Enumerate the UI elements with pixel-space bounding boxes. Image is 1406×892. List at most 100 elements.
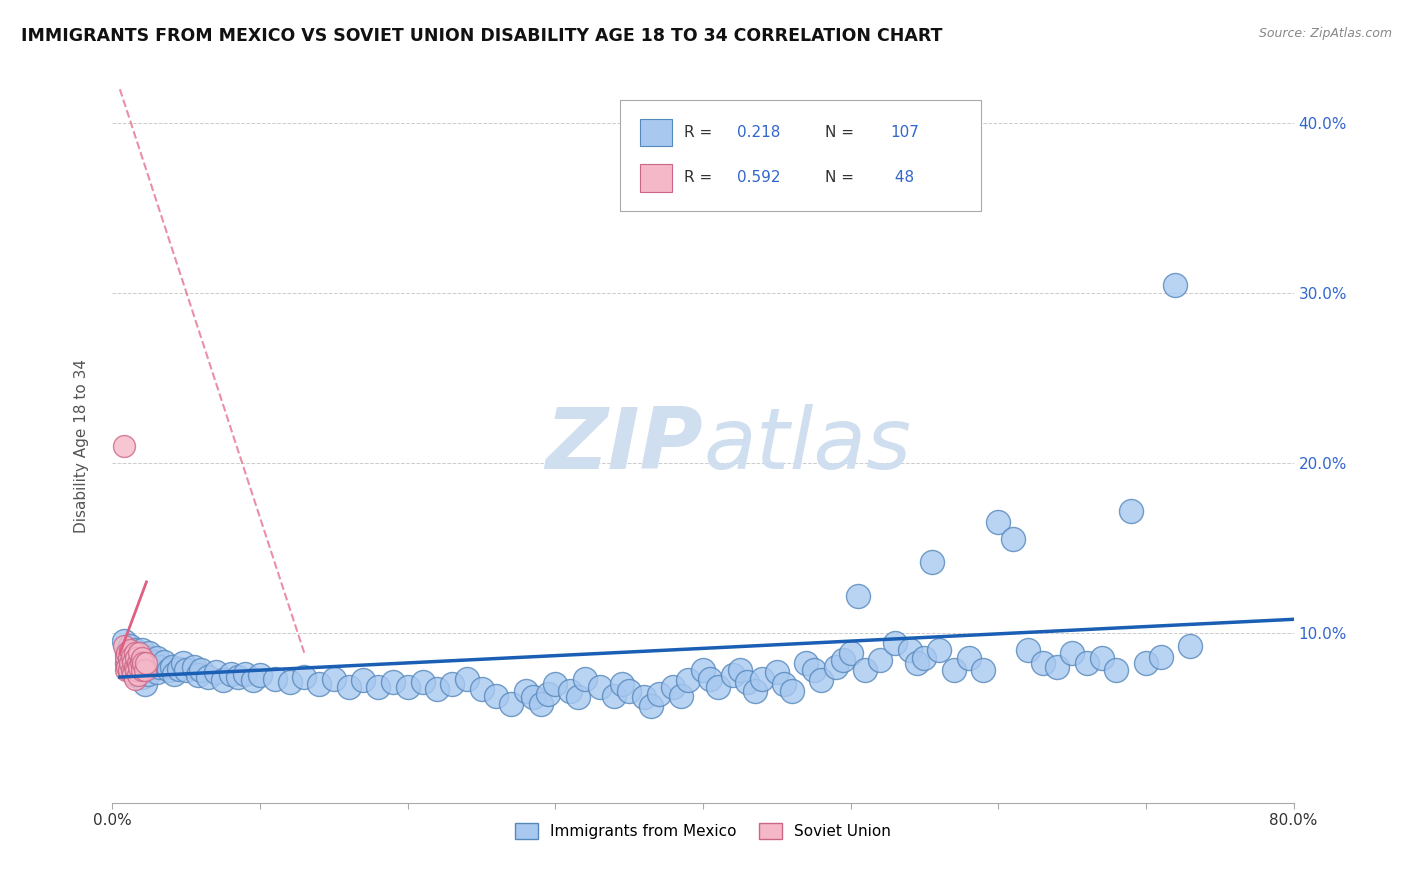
Point — [117, 660, 138, 674]
FancyBboxPatch shape — [620, 100, 980, 211]
Text: Source: ZipAtlas.com: Source: ZipAtlas.com — [1258, 27, 1392, 40]
Text: N =: N = — [825, 125, 855, 140]
Point — [124, 643, 146, 657]
Point — [382, 675, 405, 690]
Point — [124, 660, 146, 674]
Point — [537, 687, 560, 701]
Point — [1105, 663, 1128, 677]
Point — [127, 657, 149, 671]
Point — [721, 668, 744, 682]
Point — [153, 655, 176, 669]
Point — [131, 651, 153, 665]
Point — [134, 663, 156, 677]
Point — [183, 660, 205, 674]
Point — [157, 663, 180, 677]
Point — [292, 670, 315, 684]
Point — [921, 555, 943, 569]
Point — [1062, 646, 1084, 660]
Point — [146, 651, 169, 665]
Point — [846, 589, 869, 603]
Bar — [640, 164, 672, 192]
Point — [914, 651, 936, 665]
Point — [574, 672, 596, 686]
Point — [1017, 643, 1039, 657]
Point — [588, 680, 610, 694]
Point — [766, 665, 789, 679]
Point — [128, 646, 150, 660]
Point — [121, 649, 143, 664]
Point — [118, 663, 141, 677]
Point — [824, 660, 846, 674]
Point — [124, 646, 146, 660]
Text: ZIP: ZIP — [546, 404, 703, 488]
Point — [411, 675, 433, 690]
Point — [796, 657, 818, 671]
Point — [803, 663, 825, 677]
Point — [146, 665, 169, 679]
Point — [928, 643, 950, 657]
Point — [131, 663, 153, 677]
Point — [132, 657, 155, 671]
Point — [112, 439, 135, 453]
Point — [120, 640, 142, 654]
Point — [662, 680, 685, 694]
Point — [135, 657, 157, 671]
Point — [1178, 640, 1201, 654]
Point — [426, 681, 449, 696]
Point — [898, 643, 921, 657]
Point — [839, 646, 862, 660]
Point — [706, 680, 728, 694]
Text: atlas: atlas — [703, 404, 911, 488]
Point — [124, 672, 146, 686]
Point — [308, 677, 330, 691]
Point — [120, 643, 142, 657]
Point — [124, 668, 146, 682]
Point — [529, 698, 551, 712]
Point — [112, 640, 135, 654]
Point — [174, 663, 197, 677]
Point — [1032, 657, 1054, 671]
Point — [780, 683, 803, 698]
Point — [744, 683, 766, 698]
Point — [832, 653, 855, 667]
Point — [699, 672, 721, 686]
Point — [603, 689, 626, 703]
Point — [134, 663, 156, 677]
Text: R =: R = — [683, 125, 711, 140]
Bar — [640, 119, 672, 146]
Point — [1046, 660, 1069, 674]
Point — [352, 673, 374, 688]
Point — [567, 690, 589, 705]
Point — [278, 675, 301, 690]
Point — [131, 670, 153, 684]
Point — [160, 660, 183, 674]
Point — [118, 651, 141, 665]
Point — [128, 663, 150, 677]
Point — [112, 634, 135, 648]
Point — [128, 660, 150, 674]
Point — [751, 672, 773, 686]
Point — [121, 651, 143, 665]
Point — [117, 646, 138, 660]
Point — [121, 663, 143, 677]
Point — [149, 660, 172, 674]
Point — [515, 683, 537, 698]
Text: R =: R = — [683, 170, 711, 186]
Point — [117, 646, 138, 660]
Point — [219, 666, 242, 681]
Point — [441, 677, 464, 691]
Y-axis label: Disability Age 18 to 34: Disability Age 18 to 34 — [75, 359, 89, 533]
Point — [190, 663, 212, 677]
Point — [122, 666, 145, 681]
Point — [669, 689, 692, 703]
Point — [367, 680, 389, 694]
Point — [522, 690, 544, 705]
Point — [737, 675, 759, 690]
Point — [855, 663, 877, 677]
Text: N =: N = — [825, 170, 855, 186]
Point — [1164, 277, 1187, 292]
Point — [1091, 651, 1114, 665]
Point — [884, 636, 907, 650]
Point — [1076, 657, 1098, 671]
Point — [226, 670, 249, 684]
